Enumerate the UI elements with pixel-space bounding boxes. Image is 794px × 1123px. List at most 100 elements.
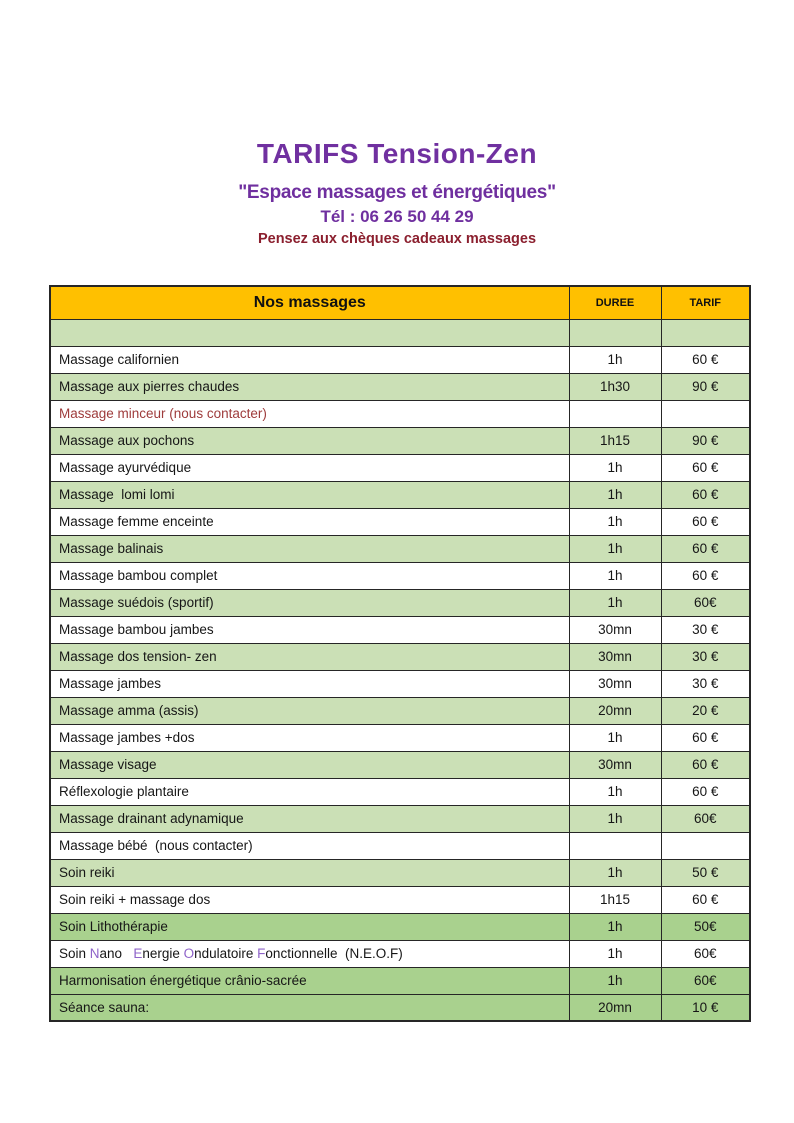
service-name: Harmonisation énergétique crânio-sacrée [49,966,570,995]
table-row: Massage balinais 1h 60 € [49,534,751,563]
service-duration: 1h [568,588,662,617]
service-price: 30 € [660,642,751,671]
service-price: 60 € [660,750,751,779]
service-name-segment: E [133,946,143,961]
service-name: Soin Nano Energie Ondulatoire Fonctionne… [49,939,570,968]
service-price: 60€ [660,804,751,833]
service-name-segment: F [257,946,266,961]
table-row: Massage suédois (sportif) 1h 60€ [49,588,751,617]
service-name: Massage visage [49,750,570,779]
service-name: Soin reiki + massage dos [49,885,570,914]
service-price: 20 € [660,696,751,725]
service-price: 60 € [660,777,751,806]
table-row: Massage femme enceinte 1h 60 € [49,507,751,536]
table-row: Soin reiki 1h 50 € [49,858,751,887]
service-duration: 1h [568,507,662,536]
page-title: TARIFS Tension-Zen [256,138,538,169]
service-name: Séance sauna: [49,993,570,1022]
service-duration: 1h [568,777,662,806]
service-name: Massage aux pochons [49,426,570,455]
table-row: Harmonisation énergétique crânio-sacrée 1… [49,966,751,995]
service-name: Massage bébé (nous contacter) [49,831,570,860]
service-name: Massage balinais [49,534,570,563]
service-price: 60€ [660,588,751,617]
table-row: Massage minceur (nous contacter) [49,399,751,428]
table-row: Massage drainant adynamique 1h 60€ [49,804,751,833]
table-row: Soin reiki + massage dos 1h15 60 € [49,885,751,914]
service-name: Massage lomi lomi [49,480,570,509]
service-price: 50€ [660,912,751,941]
price-table: Nos massages DUREE TARIF Massage califor… [49,285,751,1022]
service-name: Massage aux pierres chaudes [49,372,570,401]
service-price: 10 € [660,993,751,1022]
document-header: TARIFS Tension-Zen "Espace massages et é… [0,0,794,247]
table-row: Massage amma (assis) 20mn 20 € [49,696,751,725]
service-price: 60€ [660,939,751,968]
service-name-segment: Soin [59,946,90,961]
service-duration: 30mn [568,750,662,779]
table-row: Massage aux pochons 1h15 90 € [49,426,751,455]
service-name: Massage bambou jambes [49,615,570,644]
promo-text: Pensez aux chèques cadeaux massages [257,230,537,247]
service-price [660,831,751,860]
service-price [660,318,751,347]
service-duration: 20mn [568,993,662,1022]
service-duration [568,318,662,347]
service-duration: 1h [568,858,662,887]
service-duration: 30mn [568,669,662,698]
column-header-name: Nos massages [49,285,570,320]
service-price: 60 € [660,561,751,590]
price-table-body: Massage californien 1h 60 € Massage aux pie… [49,318,751,1022]
table-row: Massage aux pierres chaudes 1h30 90 € [49,372,751,401]
column-header-duration: DUREE [568,285,662,320]
service-price: 90 € [660,372,751,401]
service-price: 60 € [660,885,751,914]
table-header-row: Nos massages DUREE TARIF [49,285,751,320]
service-duration: 1h [568,534,662,563]
table-row: Massage bébé (nous contacter) [49,831,751,860]
service-duration: 1h [568,966,662,995]
service-duration [568,831,662,860]
table-row: Massage bambou complet 1h 60 € [49,561,751,590]
service-duration: 1h30 [568,372,662,401]
service-duration: 1h [568,480,662,509]
service-name-segment: nergie [142,946,184,961]
service-duration: 30mn [568,615,662,644]
service-name: Massage dos tension- zen [49,642,570,671]
service-name: Massage bambou complet [49,561,570,590]
service-duration: 1h [568,912,662,941]
service-name: Réflexologie plantaire [49,777,570,806]
service-price: 30 € [660,669,751,698]
service-price: 30 € [660,615,751,644]
service-name [49,318,570,347]
table-row: Massage dos tension- zen 30mn 30 € [49,642,751,671]
service-duration: 1h [568,561,662,590]
service-price: 50 € [660,858,751,887]
table-row: Soin Lithothérapie 1h 50€ [49,912,751,941]
service-name: Massage amma (assis) [49,696,570,725]
service-name: Massage suédois (sportif) [49,588,570,617]
service-duration: 30mn [568,642,662,671]
service-name-segment: onctionnelle (N.E.O.F) [265,946,403,961]
table-row: Massage jambes 30mn 30 € [49,669,751,698]
service-price: 60 € [660,345,751,374]
service-price: 60 € [660,480,751,509]
service-price: 60 € [660,507,751,536]
service-name: Massage jambes [49,669,570,698]
phone-number: Tél : 06 26 50 44 29 [320,207,474,227]
service-name: Massage californien [49,345,570,374]
table-row [49,318,751,347]
table-row: Massage lomi lomi 1h 60 € [49,480,751,509]
service-name-segment: ndulatoire [194,946,258,961]
service-duration [568,399,662,428]
service-duration: 1h [568,453,662,482]
service-price: 60 € [660,453,751,482]
table-row: Séance sauna: 20mn 10 € [49,993,751,1022]
service-duration: 1h15 [568,426,662,455]
service-duration: 1h15 [568,885,662,914]
service-duration: 1h [568,804,662,833]
service-price [660,399,751,428]
service-price: 60€ [660,966,751,995]
service-name: Massage ayurvédique [49,453,570,482]
service-price: 90 € [660,426,751,455]
